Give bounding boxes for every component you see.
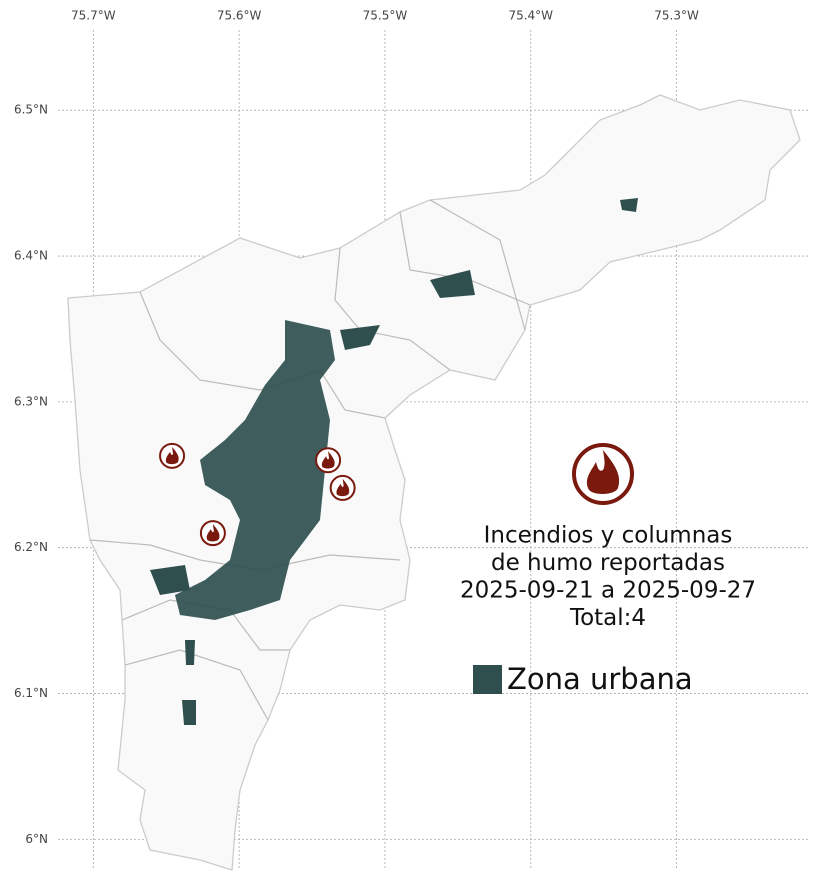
y-tick-label: 6.4°N bbox=[14, 249, 48, 263]
region-outline bbox=[67, 94, 801, 871]
fire-markers bbox=[159, 442, 356, 547]
x-tick-label: 75.6°W bbox=[217, 9, 262, 23]
fire-flame bbox=[336, 478, 350, 497]
legend-label: Zona urbana bbox=[507, 662, 693, 696]
title-line: Incendios y columnas bbox=[484, 523, 733, 549]
fire-marker bbox=[315, 447, 342, 474]
y-tick-label: 6°N bbox=[25, 832, 48, 846]
x-tick-label: 75.5°W bbox=[363, 9, 408, 23]
y-tick-label: 6.3°N bbox=[14, 394, 48, 408]
fire-legend-icon bbox=[572, 443, 634, 505]
x-tick-label: 75.7°W bbox=[71, 9, 116, 23]
fire-marker bbox=[329, 474, 356, 501]
y-tick-label: 6.5°N bbox=[14, 103, 48, 117]
title-line: de humo reportadas bbox=[491, 550, 725, 576]
title-line: Total:4 bbox=[569, 605, 646, 631]
x-tick-label: 75.4°W bbox=[508, 9, 553, 23]
fire-flame bbox=[321, 451, 335, 469]
fire-flame bbox=[206, 524, 220, 542]
legend-swatch bbox=[473, 665, 502, 694]
fire-marker bbox=[199, 520, 226, 547]
y-tick-label: 6.2°N bbox=[14, 540, 48, 554]
fire-marker bbox=[159, 442, 186, 469]
fire-flame bbox=[165, 446, 179, 465]
title-line: 2025-09-21 a 2025-09-27 bbox=[460, 578, 756, 604]
urban-area bbox=[150, 198, 638, 725]
x-tick-label: 75.3°W bbox=[654, 9, 699, 23]
y-tick-label: 6.1°N bbox=[14, 686, 48, 700]
